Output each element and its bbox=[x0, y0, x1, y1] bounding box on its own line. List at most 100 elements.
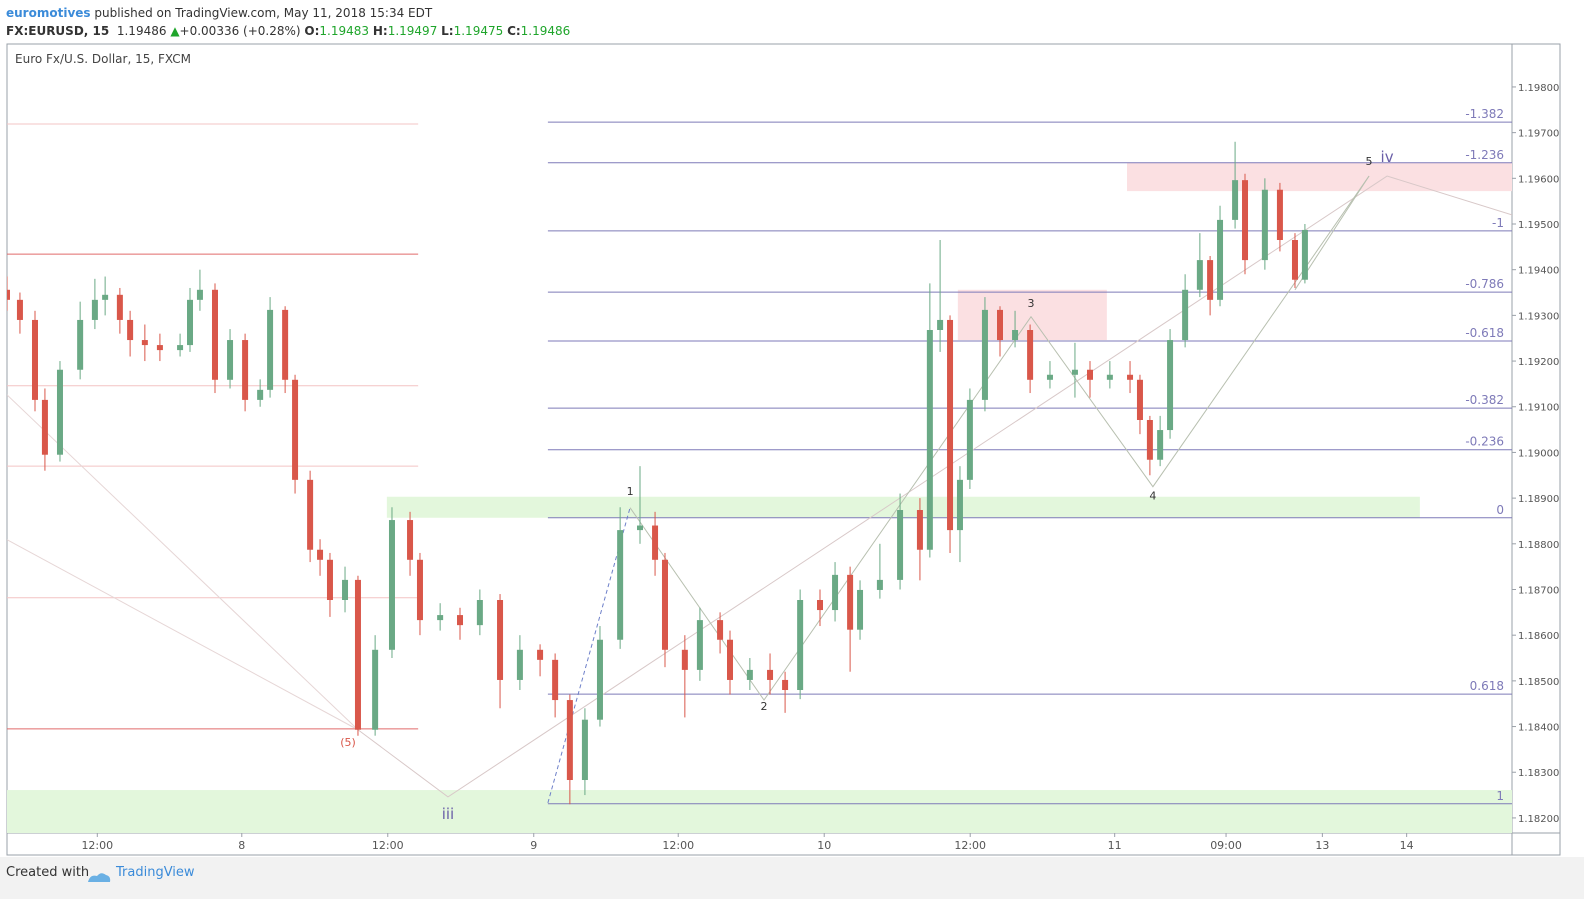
candle-body bbox=[457, 615, 464, 626]
y-tick-label: 1.18700 bbox=[1518, 585, 1559, 596]
candle-body bbox=[1232, 180, 1239, 220]
candle-body bbox=[947, 319, 954, 531]
y-tick-label: 1.19600 bbox=[1518, 174, 1559, 185]
candle-body bbox=[966, 399, 973, 480]
y-tick-label: 1.18900 bbox=[1518, 494, 1559, 505]
y-tick-label: 1.19100 bbox=[1518, 403, 1559, 414]
logo bbox=[88, 873, 111, 882]
candle-body bbox=[1301, 229, 1308, 280]
fib-label: -1.236 bbox=[1465, 148, 1504, 162]
candle-body bbox=[1046, 374, 1053, 380]
candle-body bbox=[1217, 219, 1224, 300]
fib-label: -1.382 bbox=[1465, 107, 1504, 121]
candle-body bbox=[16, 299, 23, 320]
h: 1.19497 bbox=[387, 24, 438, 38]
candle-body bbox=[516, 649, 523, 680]
publish-line: euromotives published on TradingView.com… bbox=[6, 4, 570, 22]
candle-body bbox=[91, 299, 98, 320]
change: +0.00336 (+0.28%) bbox=[179, 24, 301, 38]
candle-body bbox=[1291, 239, 1298, 280]
fib-label: -0.382 bbox=[1465, 393, 1504, 407]
candle-body bbox=[897, 509, 904, 580]
l-label: L: bbox=[441, 24, 454, 38]
candle-body bbox=[981, 309, 988, 400]
candle-body bbox=[1146, 419, 1153, 460]
candle-body bbox=[767, 669, 774, 680]
zone bbox=[386, 496, 1420, 518]
l: 1.19475 bbox=[453, 24, 504, 38]
candle-body bbox=[56, 369, 63, 455]
candle-body bbox=[242, 340, 249, 400]
candle-body bbox=[187, 299, 194, 346]
candle-body bbox=[354, 579, 361, 730]
candle-body bbox=[617, 530, 624, 640]
candle-body bbox=[1242, 180, 1249, 261]
candle-body bbox=[797, 600, 804, 691]
candle-body bbox=[681, 649, 688, 670]
candle-body bbox=[996, 309, 1003, 341]
zone bbox=[7, 790, 1512, 833]
candle-body bbox=[437, 615, 444, 621]
candle-body bbox=[1207, 260, 1214, 300]
o: 1.19483 bbox=[319, 24, 370, 38]
x-tick-label: 13 bbox=[1315, 839, 1329, 852]
candle-body bbox=[1167, 340, 1174, 431]
candle-body bbox=[41, 399, 48, 455]
y-tick-label: 1.18600 bbox=[1518, 631, 1559, 642]
candle-body bbox=[876, 579, 883, 590]
x-tick-label: 12:00 bbox=[954, 839, 986, 852]
candle-body bbox=[581, 719, 588, 781]
chart: (5) iii 1 2 3 4 5 iv -1.382 -1.236 -1 -0.786 -0.618 -… bbox=[6, 43, 1561, 856]
y-tick-label: 1.18400 bbox=[1518, 723, 1559, 734]
footer: Created with TradingView bbox=[0, 857, 1584, 899]
x-tick-label: 9 bbox=[530, 839, 537, 852]
candle-body bbox=[307, 479, 314, 550]
candle-body bbox=[746, 669, 753, 680]
candle-body bbox=[116, 294, 123, 320]
x-tick-label: 11 bbox=[1108, 839, 1122, 852]
fib-label: -0.236 bbox=[1465, 435, 1504, 449]
h-label: H: bbox=[372, 24, 388, 38]
y-tick-label: 1.18300 bbox=[1518, 768, 1559, 779]
brand[interactable]: TradingView bbox=[116, 865, 195, 880]
wave-label: 2 bbox=[761, 700, 768, 713]
candle-body bbox=[782, 679, 789, 691]
x-tick-label: 12:00 bbox=[662, 839, 694, 852]
candle-body bbox=[537, 649, 544, 660]
author[interactable]: euromotives bbox=[6, 6, 91, 20]
candle-body bbox=[342, 579, 349, 601]
header: euromotives published on TradingView.com… bbox=[6, 4, 570, 40]
candle-body bbox=[1027, 329, 1034, 380]
c: 1.19486 bbox=[520, 24, 571, 38]
candle-body bbox=[817, 600, 824, 611]
y-tick-label: 1.19200 bbox=[1518, 357, 1559, 368]
candle-body bbox=[407, 520, 414, 560]
candle-body bbox=[937, 319, 944, 330]
candle-body bbox=[717, 620, 724, 640]
wave-label: (5) bbox=[340, 736, 356, 749]
wave-line bbox=[547, 507, 631, 803]
candle-body bbox=[1157, 430, 1164, 460]
candle-body bbox=[596, 639, 603, 720]
candle-body bbox=[552, 659, 559, 701]
fib-label: 1 bbox=[1496, 789, 1504, 803]
symbol: FX:EURUSD, 15 bbox=[6, 24, 110, 38]
y-tick-label: 1.18800 bbox=[1518, 540, 1559, 551]
wave-line bbox=[7, 394, 359, 731]
fib-label: -0.618 bbox=[1465, 326, 1504, 340]
chart-title: Euro Fx/U.S. Dollar, 15, FXCM bbox=[15, 52, 191, 66]
wave-line bbox=[7, 539, 359, 731]
candle-body bbox=[497, 600, 504, 680]
candle-body bbox=[227, 340, 234, 380]
candle-body bbox=[637, 525, 644, 531]
candle-body bbox=[1196, 260, 1203, 290]
c-label: C: bbox=[507, 24, 521, 38]
candle-body bbox=[857, 589, 864, 630]
x-tick-label: 10 bbox=[817, 839, 831, 852]
candle-body bbox=[1136, 379, 1143, 420]
candle-body bbox=[566, 700, 573, 781]
candle-body bbox=[416, 559, 423, 621]
candle-body bbox=[102, 294, 109, 300]
candle-body bbox=[77, 319, 84, 370]
candle-body bbox=[652, 525, 659, 560]
